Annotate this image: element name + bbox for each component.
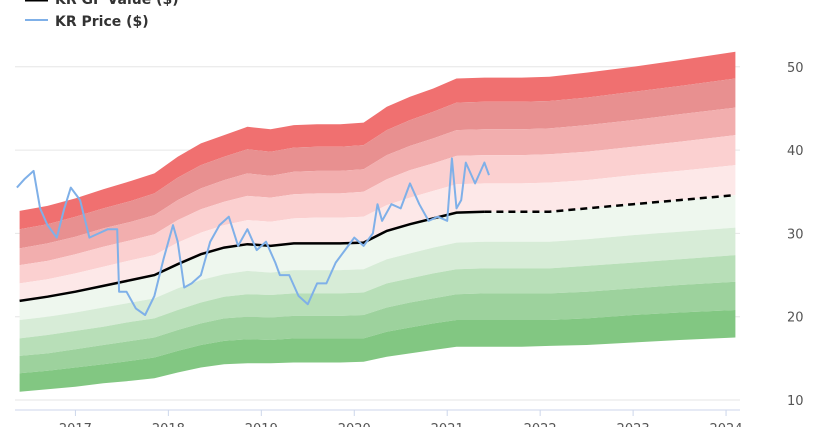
gf-value-line bbox=[19, 210, 485, 303]
price-line bbox=[16, 157, 490, 316]
x-tick-label-2024: 2024 bbox=[710, 422, 743, 427]
legend-gf-value-label: KR GF Value ($) bbox=[55, 0, 179, 8]
x-tick-label-2022: 2022 bbox=[524, 422, 557, 427]
valuation-band-10 bbox=[19, 310, 736, 392]
x-tick-label-2021: 2021 bbox=[431, 422, 464, 427]
gf-value-estimate-line bbox=[484, 193, 736, 213]
x-tick-label-2018: 2018 bbox=[152, 422, 185, 427]
valuation-band-7 bbox=[19, 227, 736, 339]
y-tick-label-50: 50 bbox=[787, 61, 804, 76]
y-tick-label-30: 30 bbox=[787, 227, 804, 242]
valuation-band-8 bbox=[19, 255, 736, 356]
valuation-band-6 bbox=[19, 195, 736, 320]
y-tick-label-40: 40 bbox=[787, 144, 804, 159]
y-tick-label-10: 10 bbox=[787, 394, 804, 409]
x-tick-label-2020: 2020 bbox=[338, 422, 371, 427]
x-tick-label-2023: 2023 bbox=[617, 422, 650, 427]
valuation-band-5 bbox=[19, 165, 736, 301]
valuation-band-3 bbox=[19, 107, 736, 266]
valuation-band-2 bbox=[19, 78, 736, 249]
y-tick-label-20: 20 bbox=[787, 311, 804, 326]
x-tick-label-2019: 2019 bbox=[245, 422, 278, 427]
valuation-band-1 bbox=[19, 51, 736, 230]
x-tick-label-2017: 2017 bbox=[59, 422, 92, 427]
legend-price-label: KR Price ($) bbox=[55, 14, 149, 30]
valuation-band-9 bbox=[19, 281, 736, 374]
